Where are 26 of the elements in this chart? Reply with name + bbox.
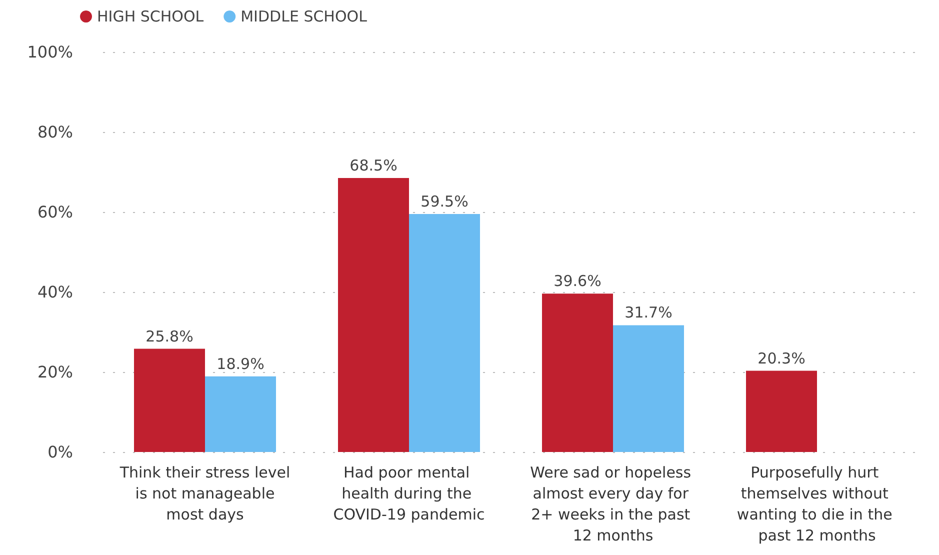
legend-label: HIGH SCHOOL [97, 8, 204, 26]
y-tick-label: 20% [37, 362, 73, 382]
bar [205, 376, 276, 452]
data-label: 39.6% [554, 272, 602, 290]
data-label: 59.5% [420, 192, 468, 210]
bar [542, 294, 613, 452]
x-tick-label: Had poor mental health during the COVID-19 pandemic [333, 464, 485, 524]
bar [338, 178, 409, 452]
bar [134, 348, 205, 452]
data-label: 68.5% [350, 156, 398, 174]
y-tick-label: 80% [37, 122, 73, 142]
y-tick-label: 100% [27, 42, 73, 62]
legend-label: MIDDLE SCHOOL [240, 8, 368, 26]
data-label: 18.9% [216, 354, 264, 373]
bar [746, 370, 817, 452]
data-label: 31.7% [624, 304, 672, 322]
x-tick-label: Think their stress level is not manageable most days [118, 464, 290, 524]
data-label: 20.3% [758, 349, 806, 368]
x-tick-label: Were sad or hopeless almost every day for 2+ weeks in the past 12 months [530, 464, 696, 544]
y-tick-label: 60% [37, 202, 73, 222]
bar [613, 325, 684, 452]
x-tick-label: Purposefully hurt themselves without wanting to die in the past 12 months [736, 464, 898, 544]
bar [409, 214, 480, 452]
y-tick-label: 0% [48, 442, 73, 462]
data-label: 25.8% [146, 327, 194, 346]
y-tick-label: 40% [37, 282, 73, 302]
